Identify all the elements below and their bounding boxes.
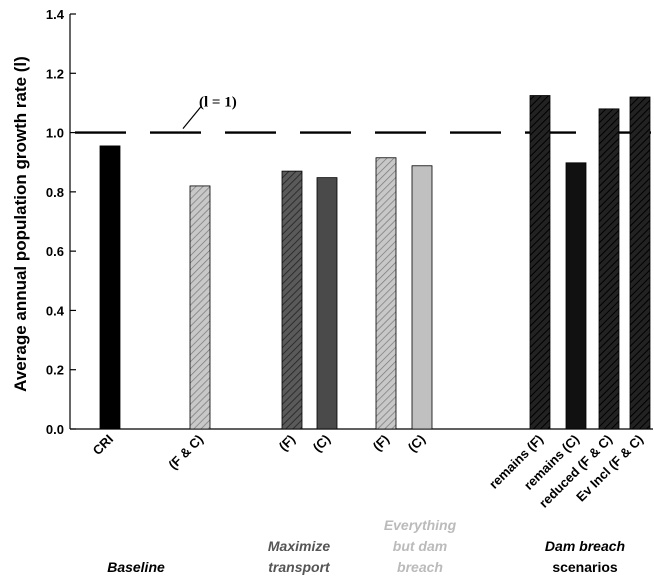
category-label: (C) <box>405 432 428 455</box>
group-label: transport <box>268 559 331 575</box>
y-tick-label: 0.6 <box>46 244 64 259</box>
bar <box>375 157 397 430</box>
group-label: but dam <box>393 538 447 554</box>
group-label: Dam breach <box>545 538 625 554</box>
group-label: Maximize <box>268 538 330 554</box>
group-label: Baseline <box>107 559 165 575</box>
bar <box>99 145 121 430</box>
group-label: breach <box>397 559 443 575</box>
bar <box>411 165 433 430</box>
y-ticks: 0.0 0.2 0.4 0.6 0.8 1.0 1.2 1.4 <box>46 7 76 437</box>
bar <box>529 95 551 430</box>
y-tick-label: 0.4 <box>46 303 65 318</box>
category-label: (F) <box>276 432 298 454</box>
group-label: scenarios <box>552 559 618 575</box>
category-label: (F) <box>370 432 392 454</box>
bar <box>316 177 338 430</box>
category-label: (C) <box>310 432 333 455</box>
y-tick-label: 1.2 <box>46 66 64 81</box>
y-tick-label: 0.8 <box>46 185 64 200</box>
reference-annotation-label: (l = 1) <box>199 95 237 111</box>
bar <box>565 162 587 430</box>
y-tick-label: 1.0 <box>46 126 64 141</box>
bar <box>189 185 211 430</box>
reference-annotation-leader <box>182 106 202 129</box>
group-labels: Baseline Maximize transport Everything but d… <box>107 517 625 575</box>
category-labels: CRI (F & C) (F) (C) (F) (C) remains (F)remains… <box>90 432 646 511</box>
y-tick-label: 1.4 <box>46 7 65 22</box>
group-label: Everything <box>384 517 457 533</box>
bar <box>281 170 303 430</box>
category-label: CRI <box>90 432 116 458</box>
y-tick-label: 0.2 <box>46 363 64 378</box>
bar <box>598 108 620 430</box>
category-label: (F & C) <box>165 432 206 473</box>
y-axis-title: Average annual population growth rate (l… <box>11 56 30 392</box>
reference-line: (l = 1) <box>75 95 653 134</box>
bars <box>99 95 651 430</box>
bar <box>629 96 651 430</box>
y-tick-label: 0.0 <box>46 422 64 437</box>
